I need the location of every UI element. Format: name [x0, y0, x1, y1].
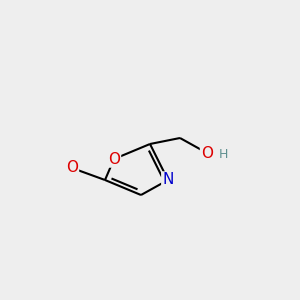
Text: N: N [162, 172, 174, 188]
Text: H: H [219, 148, 228, 161]
Text: O: O [66, 160, 78, 175]
Text: O: O [201, 146, 213, 160]
Text: O: O [108, 152, 120, 166]
